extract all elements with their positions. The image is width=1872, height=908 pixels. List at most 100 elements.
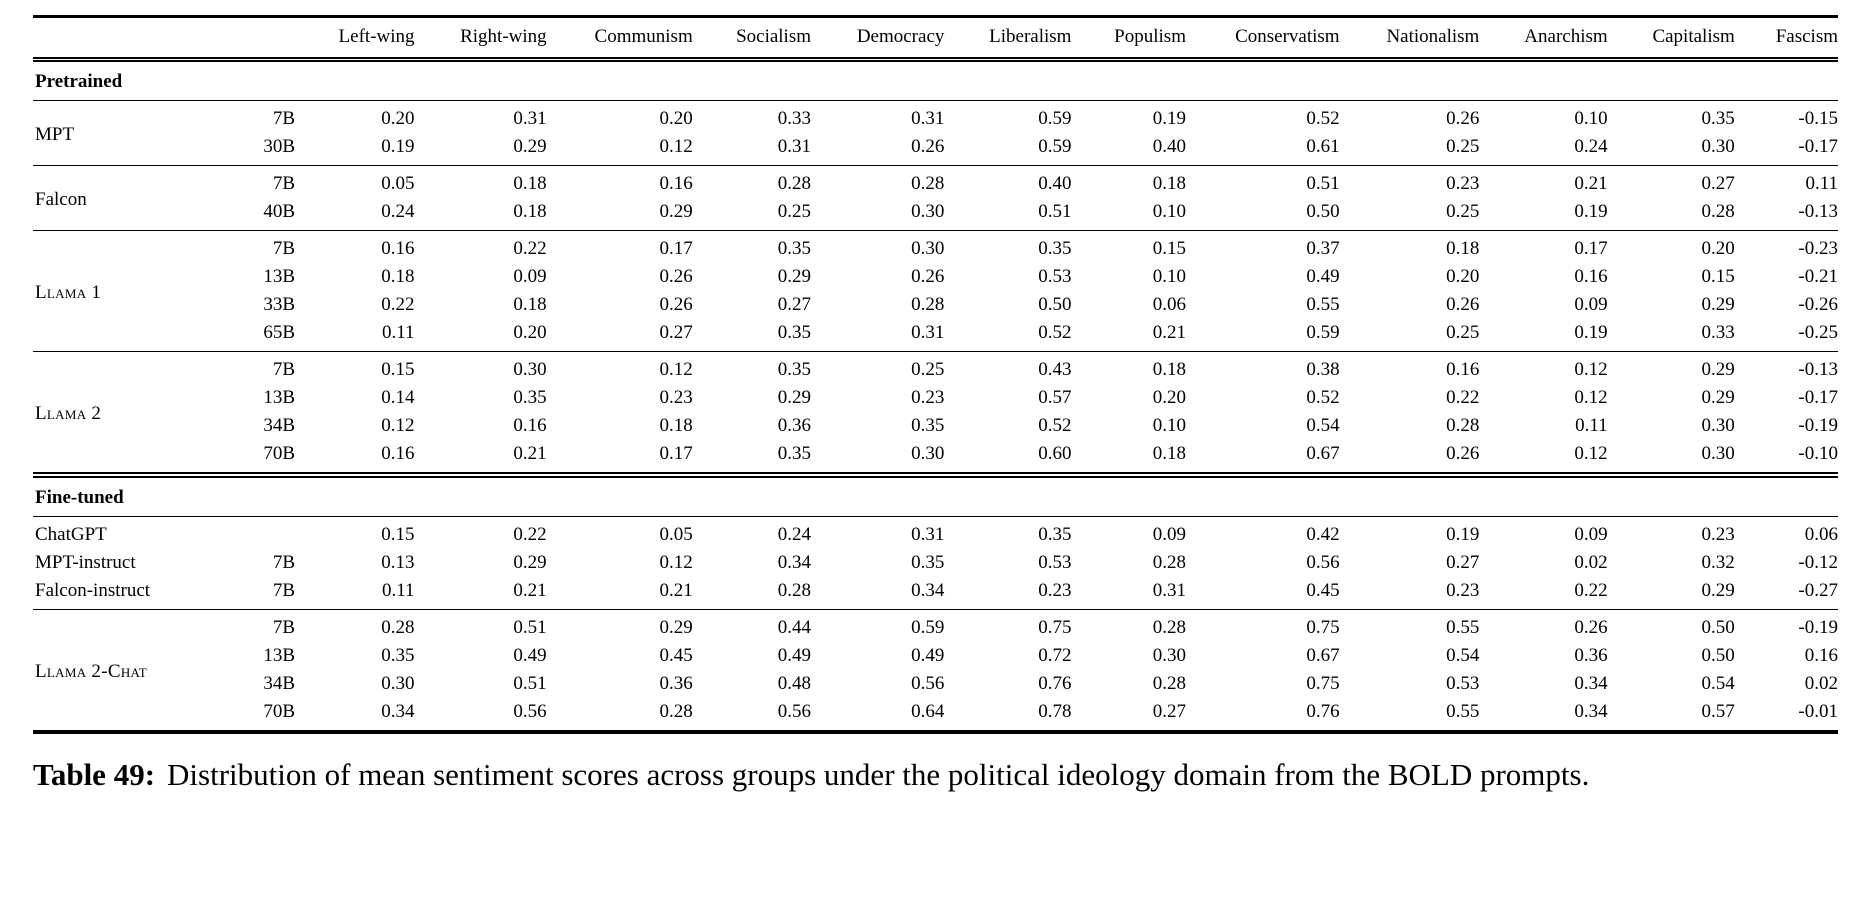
size-column-header bbox=[203, 17, 295, 60]
value-cell: 0.19 bbox=[381, 136, 415, 157]
table-row: 13B 0.18 0.09 0.26 0.29 0.26 0.53 0.10 0.49 0.20 0… bbox=[33, 263, 1838, 291]
value-cell: 0.49 bbox=[777, 645, 812, 666]
value-cell: -0.17 bbox=[1798, 136, 1838, 157]
value-cell: 0.17 bbox=[1574, 238, 1608, 259]
size-cell: 7B bbox=[272, 617, 295, 638]
table-row: 34B 0.12 0.16 0.18 0.36 0.35 0.52 0.10 0.54 0.28 0… bbox=[33, 412, 1838, 440]
value-cell: 0.31 bbox=[513, 108, 547, 129]
value-cell: 0.35 bbox=[777, 238, 812, 259]
value-cell: -0.10 bbox=[1798, 443, 1838, 464]
value-cell: 0.16 bbox=[659, 173, 693, 194]
value-cell: 0.29 bbox=[659, 201, 693, 222]
value-cell: 0.72 bbox=[1038, 645, 1072, 666]
value-cell: -0.19 bbox=[1798, 617, 1838, 638]
value-cell: 0.67 bbox=[1306, 645, 1340, 666]
value-cell: 0.40 bbox=[1152, 136, 1186, 157]
value-cell: 0.44 bbox=[777, 617, 812, 638]
value-cell: 0.61 bbox=[1306, 136, 1340, 157]
model-block: Llama 1 7B 0.16 0.22 0.17 0.35 0.30 0.35 0.15 0.3… bbox=[33, 230, 1838, 352]
model-block: MPT 7B 0.20 0.31 0.20 0.33 0.31 0.59 0.19 0.52 0.2… bbox=[33, 100, 1838, 166]
value-cell: 0.51 bbox=[1038, 201, 1072, 222]
table-row: 65B 0.11 0.20 0.27 0.35 0.31 0.52 0.21 0.59 0.25 0… bbox=[33, 319, 1838, 352]
value-cell: 0.15 bbox=[381, 524, 415, 545]
value-cell: 0.23 bbox=[911, 387, 945, 408]
value-cell: 0.12 bbox=[381, 415, 415, 436]
table-row: Falcon-instruct 7B 0.11 0.21 0.21 0.28 0.34 0.2… bbox=[33, 577, 1838, 610]
column-header: Nationalism bbox=[1386, 26, 1480, 47]
value-cell: 0.30 bbox=[381, 673, 415, 694]
table-row: 40B 0.24 0.18 0.29 0.25 0.30 0.51 0.10 0.50 0.25 0… bbox=[33, 198, 1838, 231]
value-cell: 0.28 bbox=[777, 173, 812, 194]
value-cell: 0.60 bbox=[1038, 443, 1072, 464]
column-header: Capitalism bbox=[1652, 26, 1735, 47]
size-cell: 70B bbox=[263, 443, 295, 464]
value-cell: 0.15 bbox=[1701, 266, 1735, 287]
value-cell: 0.53 bbox=[1038, 266, 1072, 287]
value-cell: 0.10 bbox=[1152, 266, 1186, 287]
column-header: Socialism bbox=[736, 26, 812, 47]
value-cell: 0.18 bbox=[513, 294, 547, 315]
table-row: Llama 2 7B 0.15 0.30 0.12 0.35 0.25 0.43 0.18 0.3… bbox=[33, 352, 1838, 424]
value-cell: 0.18 bbox=[513, 201, 547, 222]
table-row: MPT 7B 0.20 0.31 0.20 0.33 0.31 0.59 0.19 0.52 0.2… bbox=[33, 101, 1838, 145]
value-cell: 0.21 bbox=[513, 443, 547, 464]
value-cell: 0.05 bbox=[659, 524, 693, 545]
value-cell: 0.16 bbox=[381, 443, 415, 464]
model-block: Falcon 7B 0.05 0.18 0.16 0.28 0.28 0.40 0.18 0.51… bbox=[33, 165, 1838, 231]
value-cell: 0.22 bbox=[1574, 580, 1608, 601]
value-cell: 0.24 bbox=[1574, 136, 1608, 157]
model-cell: MPT bbox=[35, 124, 75, 145]
value-cell: 0.25 bbox=[911, 359, 945, 380]
table-row: 33B 0.22 0.18 0.26 0.27 0.28 0.50 0.06 0.55 0.26 0… bbox=[33, 291, 1838, 319]
value-cell: 0.31 bbox=[1152, 580, 1186, 601]
value-cell: 0.16 bbox=[381, 238, 415, 259]
value-cell: 0.29 bbox=[777, 266, 812, 287]
size-cell: 30B bbox=[263, 136, 295, 157]
model-cell: ChatGPT bbox=[35, 524, 107, 545]
value-cell: 0.13 bbox=[381, 552, 415, 573]
value-cell: 0.34 bbox=[381, 701, 415, 722]
value-cell: 0.23 bbox=[1038, 580, 1072, 601]
value-cell: 0.22 bbox=[513, 238, 547, 259]
value-cell: 0.30 bbox=[911, 201, 945, 222]
value-cell: 0.59 bbox=[1038, 108, 1072, 129]
table-header-row: Left-wing Right-wing Communism Socialism Dem… bbox=[33, 17, 1838, 60]
value-cell: -0.13 bbox=[1798, 201, 1838, 222]
value-cell: 0.16 bbox=[1574, 266, 1608, 287]
value-cell: 0.27 bbox=[1446, 552, 1480, 573]
value-cell: -0.21 bbox=[1798, 266, 1838, 287]
value-cell: 0.59 bbox=[1306, 322, 1340, 343]
value-cell: 0.15 bbox=[1152, 238, 1186, 259]
value-cell: 0.31 bbox=[911, 524, 945, 545]
value-cell: 0.50 bbox=[1701, 645, 1735, 666]
value-cell: 0.31 bbox=[777, 136, 812, 157]
value-cell: 0.52 bbox=[1306, 387, 1340, 408]
value-cell: 0.53 bbox=[1446, 673, 1480, 694]
value-cell: 0.18 bbox=[1446, 238, 1480, 259]
value-cell: 0.30 bbox=[1701, 136, 1735, 157]
value-cell: 0.36 bbox=[659, 673, 693, 694]
value-cell: 0.29 bbox=[1701, 580, 1735, 601]
value-cell: 0.25 bbox=[777, 201, 812, 222]
size-cell: 7B bbox=[272, 580, 295, 601]
value-cell: 0.14 bbox=[381, 387, 415, 408]
model-block: Llama 2 7B 0.15 0.30 0.12 0.35 0.25 0.43 0.18 0.3… bbox=[33, 351, 1838, 476]
value-cell: 0.02 bbox=[1804, 673, 1838, 694]
size-cell: 65B bbox=[263, 322, 295, 343]
value-cell: 0.50 bbox=[1038, 294, 1072, 315]
value-cell: 0.64 bbox=[911, 701, 945, 722]
column-header: Left-wing bbox=[338, 26, 415, 47]
value-cell: 0.76 bbox=[1306, 701, 1340, 722]
value-cell: 0.35 bbox=[777, 443, 812, 464]
value-cell: 0.34 bbox=[1574, 673, 1608, 694]
value-cell: 0.19 bbox=[1574, 201, 1608, 222]
table-row: Llama 1 7B 0.16 0.22 0.17 0.35 0.30 0.35 0.15 0.3… bbox=[33, 231, 1838, 303]
value-cell: 0.29 bbox=[1701, 387, 1735, 408]
table-row: Llama 2-Chat 7B 0.28 0.51 0.29 0.44 0.59 0.75 0.… bbox=[33, 610, 1838, 682]
value-cell: 0.16 bbox=[1446, 359, 1480, 380]
value-cell: 0.21 bbox=[1574, 173, 1608, 194]
value-cell: 0.42 bbox=[1306, 524, 1340, 545]
value-cell: 0.35 bbox=[513, 387, 547, 408]
value-cell: 0.35 bbox=[1701, 108, 1735, 129]
value-cell: 0.02 bbox=[1574, 552, 1608, 573]
